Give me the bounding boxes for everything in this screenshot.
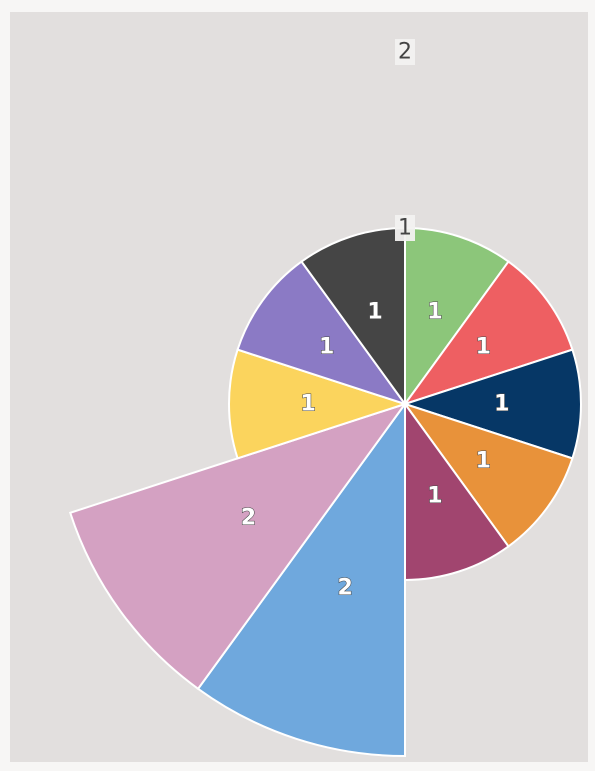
value-label-pink: 2 bbox=[241, 505, 256, 530]
segment-navy[interactable] bbox=[401, 348, 582, 460]
value-label-navy: 1 bbox=[494, 392, 509, 417]
segment-blue[interactable] bbox=[196, 400, 406, 758]
chart-radial-ticks: 12 bbox=[395, 39, 415, 241]
segment-maroon[interactable] bbox=[404, 400, 510, 582]
chart-segments bbox=[68, 226, 582, 758]
value-label-black: 1 bbox=[367, 299, 382, 324]
segment-red[interactable] bbox=[402, 260, 574, 406]
value-label-blue: 2 bbox=[338, 576, 353, 601]
chart-value-labels: 1 1 1 1 1 2 2 1 1 1 bbox=[240, 299, 510, 601]
segment-pink[interactable] bbox=[68, 402, 408, 691]
radial-tick-bg-2 bbox=[395, 39, 415, 65]
value-label-orange: 1 bbox=[476, 448, 491, 473]
segment-yellow[interactable] bbox=[228, 348, 409, 460]
value-label-purple: 1 bbox=[319, 335, 334, 360]
value-label-green: 1 bbox=[427, 299, 442, 324]
segment-purple[interactable] bbox=[236, 260, 408, 406]
radial-tick-2: 2 bbox=[398, 40, 412, 65]
radial-tick-bg-1 bbox=[395, 215, 415, 241]
segment-orange[interactable] bbox=[402, 402, 574, 548]
value-label-maroon: 1 bbox=[427, 484, 442, 509]
value-label-yellow: 1 bbox=[301, 392, 316, 417]
value-label-red: 1 bbox=[476, 335, 491, 360]
radial-tick-1: 1 bbox=[398, 216, 412, 241]
